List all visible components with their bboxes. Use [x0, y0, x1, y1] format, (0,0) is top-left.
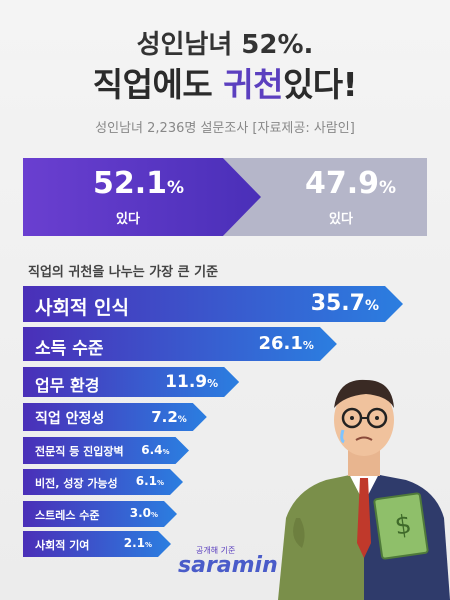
bar-label: 전문직 등 진입장벽 [35, 445, 124, 458]
bar-label: 소득 수준 [35, 338, 104, 359]
bar-label: 비전, 성장 가능성 [35, 476, 118, 490]
bar-label: 사회적 기여 [35, 538, 90, 552]
bar-value: 11.9% [165, 371, 219, 392]
logo-tagline: 공개해 기준 [196, 546, 236, 555]
headline-highlight: 귀천 [223, 65, 283, 104]
logo-wordmark: saramin [178, 553, 278, 578]
bar: 사회적 기여 2.1% [23, 531, 171, 557]
bar: 비전, 성장 가능성 6.1% [23, 469, 183, 495]
bar: 소득 수준 26.1% [23, 327, 337, 361]
chart-title: 직업의 귀천을 나누는 가장 큰 기준 [28, 265, 219, 280]
headline-line2: 직업에도 귀천있다! [0, 58, 450, 106]
bar-value: 35.7% [310, 291, 379, 316]
bar: 직업 안정성 7.2% [23, 403, 207, 431]
bar-value: 3.0% [129, 506, 158, 520]
bar: 스트레스 수준 3.0% [23, 501, 177, 527]
bar-value: 7.2% [151, 407, 187, 426]
svg-text:$: $ [393, 510, 414, 542]
no-percent: 47.9% [305, 166, 397, 201]
bar-value: 2.1% [123, 536, 152, 550]
bar: 업무 환경 11.9% [23, 367, 240, 397]
yes-percent: 52.1% [93, 166, 185, 201]
yes-label: 있다 [116, 212, 140, 227]
comparison-panel: 47.9% 있다 52.1% 있다 [23, 158, 427, 236]
bar-value: 6.1% [135, 474, 164, 488]
bar-label: 직업 안정성 [35, 411, 105, 427]
comparison-yes: 52.1% 있다 [23, 158, 261, 236]
headline-pre: 직업에도 [92, 65, 224, 104]
bar-label: 스트레스 수준 [35, 508, 100, 522]
bar-label: 사회적 인식 [35, 296, 130, 319]
no-label: 있다 [329, 212, 353, 227]
businessman-illustration: $ [278, 379, 450, 600]
bar: 사회적 인식 35.7% [23, 286, 403, 322]
saramin-logo: 공개해 기준 saramin [178, 546, 278, 578]
bar: 전문직 등 진입장벽 6.4% [23, 437, 189, 464]
bar-label: 업무 환경 [35, 376, 100, 395]
headline-line1: 성인남녀 52%. [136, 30, 314, 60]
headline-post: 있다! [282, 65, 358, 104]
bar-value: 6.4% [141, 442, 170, 457]
bar-value: 26.1% [258, 333, 314, 354]
survey-note: 성인남녀 2,236명 설문조사 [자료제공: 사람인] [95, 121, 355, 136]
